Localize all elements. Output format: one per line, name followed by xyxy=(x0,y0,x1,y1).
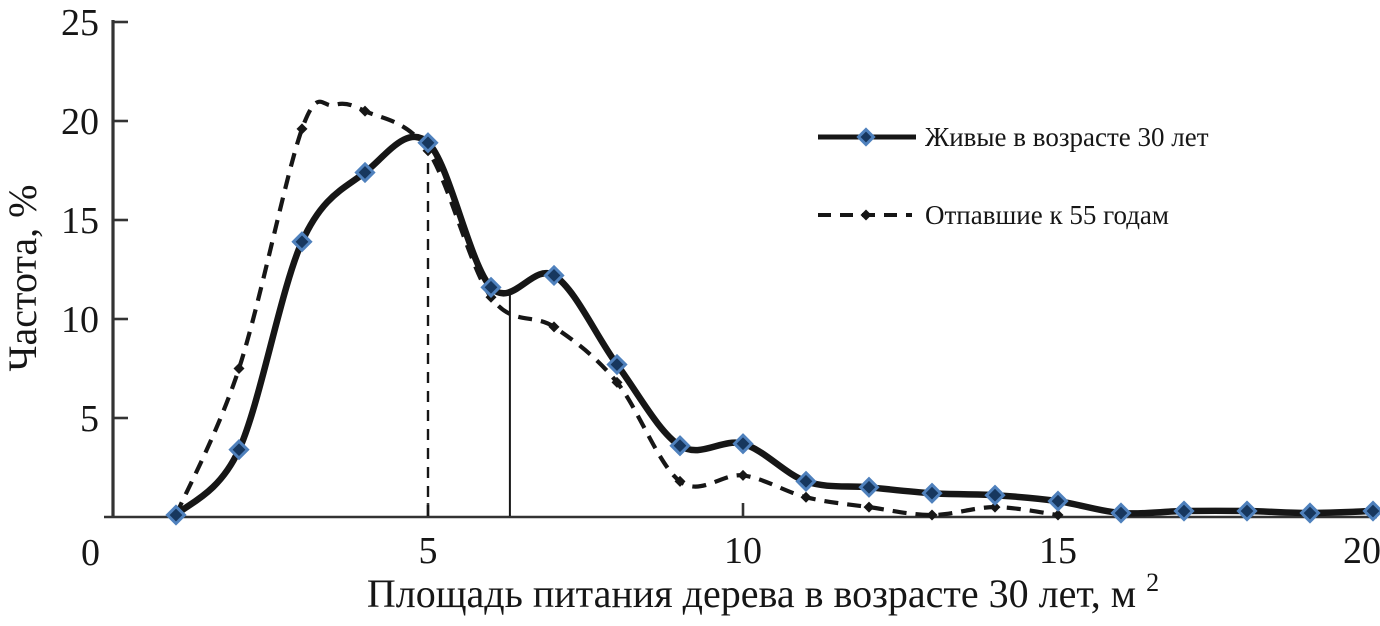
series-line-1 xyxy=(174,99,1059,518)
data-point-marker-dead xyxy=(548,321,560,333)
y-tick-label: 25 xyxy=(61,2,99,44)
data-point-marker-alive xyxy=(1173,500,1195,522)
data-point-marker-dead xyxy=(926,509,938,521)
series-dead xyxy=(170,99,1064,521)
data-point-marker-dead xyxy=(737,469,749,481)
axes: 5 10 15 20 25 0 5 10 15 20 xyxy=(61,2,1380,574)
data-point-marker-alive xyxy=(1110,502,1132,524)
y-axis-title: Частота, % xyxy=(0,185,45,372)
data-point-marker-alive xyxy=(480,276,502,298)
x-tick-label: 15 xyxy=(1039,530,1077,572)
data-point-marker-alive xyxy=(1047,490,1069,512)
y-tick-label: 15 xyxy=(61,200,99,242)
legend-item-dead: Отпавшие к 55 годам xyxy=(818,200,1169,230)
legend: Живые в возрасте 30 лет Отпавшие к 55 го… xyxy=(818,122,1209,230)
data-point-marker-alive xyxy=(228,439,250,461)
x-axis-title-superscript: 2 xyxy=(1146,568,1159,597)
x-tick-label: 5 xyxy=(419,530,438,572)
x-axis-title-text: Площадь питания дерева в возрасте 30 лет… xyxy=(367,571,1136,616)
data-point-marker-alive xyxy=(417,132,439,154)
legend-item-alive: Живые в возрасте 30 лет xyxy=(818,122,1209,152)
data-point-marker-dead xyxy=(233,363,245,374)
y-tick-label: 5 xyxy=(80,398,99,440)
legend-label-dead: Отпавшие к 55 годам xyxy=(925,200,1169,230)
x-axis-title: Площадь питания дерева в возрасте 30 лет… xyxy=(367,568,1159,616)
data-point-marker-alive xyxy=(1299,502,1321,524)
data-point-marker-alive xyxy=(669,435,691,457)
data-point-marker-alive xyxy=(543,264,565,287)
data-point-marker-dead xyxy=(611,376,623,388)
data-point-marker-dead xyxy=(863,501,875,513)
y-tick-label: 10 xyxy=(61,299,99,341)
data-point-marker-alive xyxy=(291,231,313,253)
data-point-marker-dead xyxy=(1052,509,1064,521)
data-point-marker-alive xyxy=(795,470,817,492)
data-point-marker-dead xyxy=(800,491,812,503)
x-tick-label: 10 xyxy=(724,530,762,572)
origin-tick-label: 0 xyxy=(81,532,100,574)
reference-lines xyxy=(426,152,511,516)
data-point-marker-dead xyxy=(296,123,308,135)
data-point-marker-alive xyxy=(165,504,187,526)
data-point-marker-alive xyxy=(1362,500,1380,522)
data-point-marker-alive xyxy=(606,353,628,376)
x-tick-label: 20 xyxy=(1343,530,1380,572)
data-point-marker-alive xyxy=(984,484,1006,506)
data-point-marker-alive xyxy=(354,161,376,184)
data-point-marker-alive xyxy=(732,433,754,455)
data-point-marker-alive xyxy=(858,476,880,498)
series-alive xyxy=(165,132,1380,526)
data-point-marker-alive xyxy=(1236,500,1258,522)
data-point-marker-alive xyxy=(921,482,943,504)
data-point-marker-dead xyxy=(359,105,371,117)
axis-ticks: 5 10 15 20 25 0 5 10 15 20 xyxy=(61,2,1380,574)
data-point-marker-dead xyxy=(989,501,1001,513)
legend-label-alive: Живые в возрасте 30 лет xyxy=(925,122,1209,152)
series-line-0 xyxy=(172,133,1377,519)
legend-diamond-black-icon xyxy=(860,209,872,221)
y-tick-label: 20 xyxy=(61,101,99,143)
legend-diamond-blue-icon xyxy=(856,127,876,147)
data-point-marker-dead xyxy=(674,475,686,487)
